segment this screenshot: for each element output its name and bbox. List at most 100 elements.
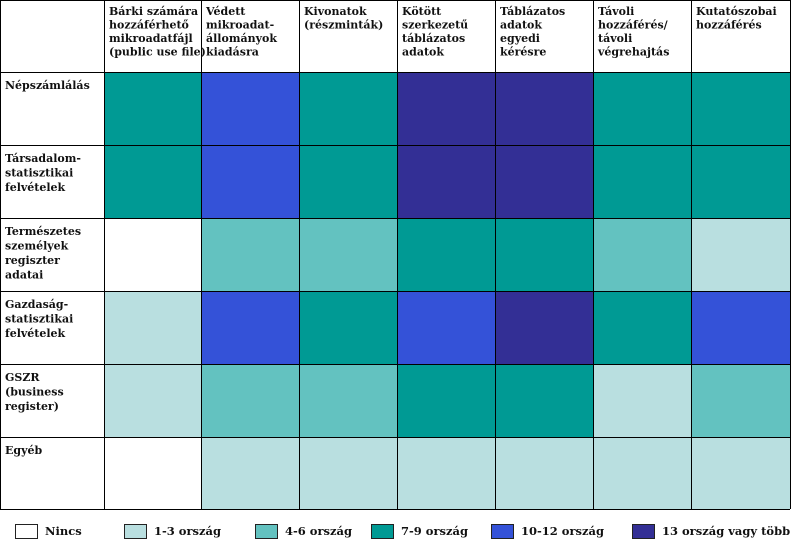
heatmap-cell [104, 291, 201, 364]
heatmap-cell [691, 72, 790, 145]
column-header-line: hozzáférhető [109, 19, 189, 32]
heatmap-cell [299, 364, 397, 437]
heatmap-cell [397, 437, 495, 509]
row-header: Népszámlálás [5, 79, 90, 92]
column-header: Kötött szerkezetű táblázatos adatok [402, 5, 468, 59]
column-header-line: egyedi [500, 32, 540, 45]
heatmap-cell [495, 72, 593, 145]
column-header-line: táblázatos [402, 32, 465, 45]
column-header-line: kiadásra [206, 46, 259, 59]
column-header-line: Kutatószobai [696, 5, 777, 18]
heatmap-cell [397, 291, 495, 364]
heatmap-cell [397, 145, 495, 218]
heatmap-cell [397, 364, 495, 437]
heatmap-cell [593, 291, 691, 364]
legend-swatch [15, 524, 38, 539]
column-header-line: Távoli [598, 5, 634, 18]
heatmap-cell [691, 218, 790, 291]
heatmap-cell [201, 291, 299, 364]
heatmap-cell [201, 218, 299, 291]
row-header-line: Egyéb [5, 444, 42, 457]
heatmap-cell [299, 437, 397, 509]
row-header: Természetes személyek regiszter adatai [5, 225, 81, 282]
legend-label: 1-3 ország [154, 524, 221, 538]
legend-label: Nincs [45, 524, 82, 538]
heatmap-cell [593, 72, 691, 145]
heatmap-cell [593, 437, 691, 509]
heatmap-cell [201, 145, 299, 218]
heatmap-cell [201, 364, 299, 437]
heatmap-cell [299, 218, 397, 291]
heatmap-cell [691, 291, 790, 364]
legend-swatch [371, 524, 394, 539]
row-header-line: register) [5, 400, 59, 413]
column-header-line: hozzáférés [696, 19, 762, 32]
column-header-line: végrehajtás [597, 46, 669, 59]
heatmap-cell [691, 437, 790, 509]
column-header-line: Kötött [402, 5, 442, 18]
column-header: Táblázatos adatok egyedi kérésre [500, 5, 565, 59]
row-header-line: adatai [5, 269, 43, 282]
heatmap-cell [593, 364, 691, 437]
heatmap-cell [593, 145, 691, 218]
row-header-line: Népszámlálás [5, 79, 90, 92]
heatmap-cell [495, 291, 593, 364]
row-header: Gazdaság-statisztikai felvételek [5, 298, 73, 340]
column-header: Távoli hozzáférés/távoli végrehajtás [597, 5, 669, 59]
row-header-line: Gazdaság- [5, 298, 68, 311]
column-header-line: (public use file) [109, 46, 206, 59]
column-header-line: (részminták) [304, 19, 383, 32]
heatmap-cell [104, 145, 201, 218]
row-header-line: személyek [5, 240, 69, 253]
column-header: Bárki számára hozzáférhető mikroadatfájl (p… [109, 5, 206, 59]
column-header-line: adatok [402, 46, 444, 59]
heatmap-cell [299, 145, 397, 218]
legend-swatch [124, 524, 147, 539]
legend-label: 10-12 ország [521, 524, 604, 538]
row-header-line: felvételek [5, 181, 66, 194]
heatmap-cell [593, 218, 691, 291]
heatmap-cell [104, 72, 201, 145]
row-header-line: Társadalom- [5, 152, 81, 165]
column-header: Kivonatok (részminták) [304, 5, 383, 32]
heatmap-cell [397, 72, 495, 145]
heatmap-cell [495, 364, 593, 437]
legend-swatch [491, 524, 514, 539]
row-header-line: (business [5, 386, 64, 399]
heatmap-cell [691, 145, 790, 218]
row-header-line: GSZR [5, 371, 40, 384]
column-header-line: mikroadatfájl [109, 32, 193, 45]
column-header: Védett mikroadat-állományok kiadásra [205, 5, 277, 59]
legend-swatch [632, 524, 655, 539]
heatmap-cell [201, 437, 299, 509]
column-header-line: adatok [500, 19, 542, 32]
row-header: Egyéb [5, 444, 42, 457]
row-header: GSZR (business register) [5, 371, 64, 413]
column-header-line: mikroadat- [206, 19, 274, 32]
column-header-line: távoli [598, 32, 632, 45]
column-header-line: Védett [205, 5, 246, 18]
column-header: Kutatószobai hozzáférés [696, 5, 777, 32]
column-header-line: Kivonatok [304, 5, 367, 18]
row-header-line: felvételek [5, 327, 66, 340]
heatmap-cell [104, 364, 201, 437]
column-header-line: szerkezetű [402, 19, 468, 32]
heatmap-cell [495, 145, 593, 218]
column-header-line: állományok [206, 32, 277, 45]
row-header-line: Természetes [5, 225, 81, 238]
heatmap-cell [299, 291, 397, 364]
legend-label: 13 ország vagy több [662, 524, 790, 538]
row-header-line: statisztikai [5, 167, 73, 180]
heatmap-cell [299, 72, 397, 145]
heatmap-cell [495, 437, 593, 509]
row-header-line: regiszter [5, 254, 60, 267]
legend-label: 4-6 ország [285, 524, 352, 538]
row-header: Társadalom-statisztikai felvételek [5, 152, 81, 194]
legend-swatch [255, 524, 278, 539]
column-header-line: Táblázatos [500, 5, 565, 18]
heatmap-cell [201, 72, 299, 145]
heatmap-cell [691, 364, 790, 437]
heatmap-cell [397, 218, 495, 291]
column-header-line: Bárki számára [109, 5, 198, 18]
